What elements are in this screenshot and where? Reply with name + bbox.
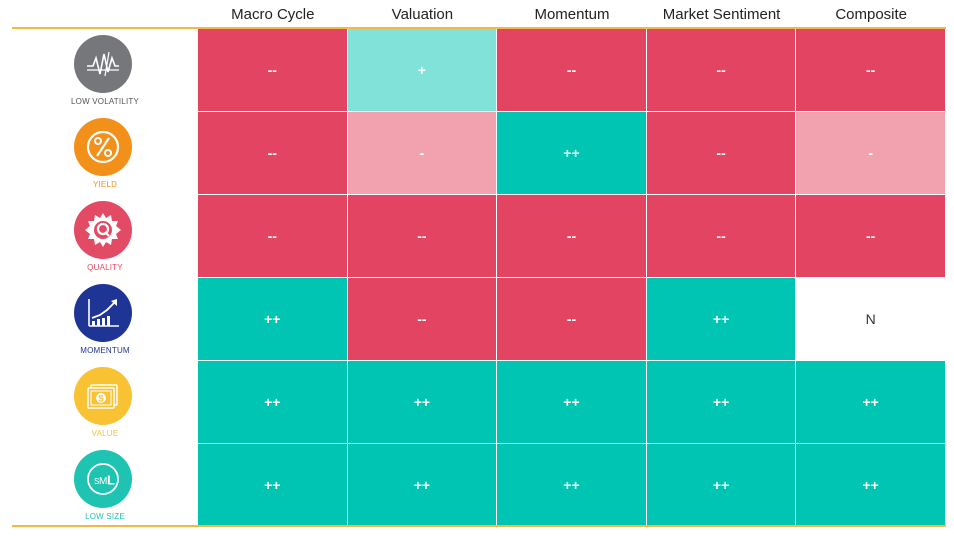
quality-seal-icon [85,213,121,247]
factor-label: MOMENTUM [80,346,130,355]
rising-chart-icon [88,299,119,327]
signal-cell: -- [198,112,348,195]
signal-cell: - [796,112,946,195]
factor-label: QUALITY [87,263,123,272]
svg-text:$: $ [98,394,103,404]
factor-badge [74,284,132,342]
signal-cell: -- [347,195,498,278]
signal-cell: -- [646,112,797,195]
signal-cell: N [796,278,946,361]
factor-badge [74,201,132,259]
column-header-macro-cycle: Macro Cycle [231,6,315,23]
signal-cell: ++ [347,444,498,527]
signal-cell: ++ [497,361,647,444]
signal-cell: ++ [497,444,647,527]
row-cells: -- + -- -- -- [198,29,946,112]
factor-quality: QUALITY [12,195,198,278]
top-rule [12,27,946,29]
factor-label: VALUE [91,429,119,438]
table-row: LOW VOLATILITY -- + -- -- -- [12,29,946,112]
row-cells: ++ ++ ++ ++ ++ [198,361,946,444]
column-header-momentum: Momentum [534,6,610,23]
signal-cell: ++ [347,361,498,444]
money-icon: $ [87,384,118,409]
signal-cell: - [347,112,498,195]
signal-cell: -- [497,195,647,278]
factor-label: LOW VOLATILITY [71,97,139,106]
bottom-rule [12,525,946,527]
factor-badge: S M L [74,450,132,508]
table-row: MOMENTUM ++ -- -- ++ N [12,278,946,361]
row-cells: -- - ++ -- - [198,112,946,195]
signal-cell: -- [198,195,348,278]
column-header-row: Macro Cycle Valuation Momentum Market Se… [198,0,946,28]
signal-cell: -- [646,29,797,112]
signal-cell: -- [497,29,647,112]
factor-label: YIELD [92,180,118,189]
column-header-composite: Composite [835,6,908,23]
factor-badge [74,35,132,93]
signal-cell: -- [198,29,348,112]
table-row: S M L LOW SIZE ++ ++ ++ ++ ++ [12,444,946,527]
signal-cell: ++ [796,444,946,527]
factor-badge [74,118,132,176]
column-header-market-sentiment: Market Sentiment [662,6,781,23]
factor-value: $ VALUE [12,361,198,444]
signal-cell: ++ [646,278,797,361]
signal-cell: ++ [497,112,647,195]
table-row: YIELD -- - ++ -- - [12,112,946,195]
signal-cell: + [347,29,498,112]
svg-text:M: M [99,476,107,487]
factor-momentum: MOMENTUM [12,278,198,361]
percent-icon [86,130,120,164]
factor-label: LOW SIZE [85,512,125,521]
signal-cell: -- [347,278,498,361]
factor-badge: $ [74,367,132,425]
signal-cell: ++ [646,361,797,444]
signal-cell: ++ [796,361,946,444]
table-row: QUALITY -- -- -- -- -- [12,195,946,278]
signal-cell: -- [796,195,946,278]
signal-cell: -- [646,195,797,278]
sml-size-icon: S M L [87,463,119,495]
signal-cell: -- [497,278,647,361]
row-cells: -- -- -- -- -- [198,195,946,278]
row-cells: ++ -- -- ++ N [198,278,946,361]
svg-text:S: S [94,477,99,486]
factor-table: LOW VOLATILITY -- + -- -- -- YIELD -- [12,29,946,527]
factor-low-size: S M L LOW SIZE [12,444,198,527]
signal-cell: ++ [198,361,348,444]
volatility-icon [87,51,119,77]
column-header-valuation: Valuation [391,6,454,23]
signal-cell: ++ [646,444,797,527]
factor-yield: YIELD [12,112,198,195]
row-cells: ++ ++ ++ ++ ++ [198,444,946,527]
signal-cell: ++ [198,278,348,361]
signal-cell: -- [796,29,946,112]
signal-cell: ++ [198,444,348,527]
table-row: $ VALUE ++ ++ ++ ++ ++ [12,361,946,444]
factor-low-volatility: LOW VOLATILITY [12,29,198,112]
svg-text:L: L [107,473,115,488]
